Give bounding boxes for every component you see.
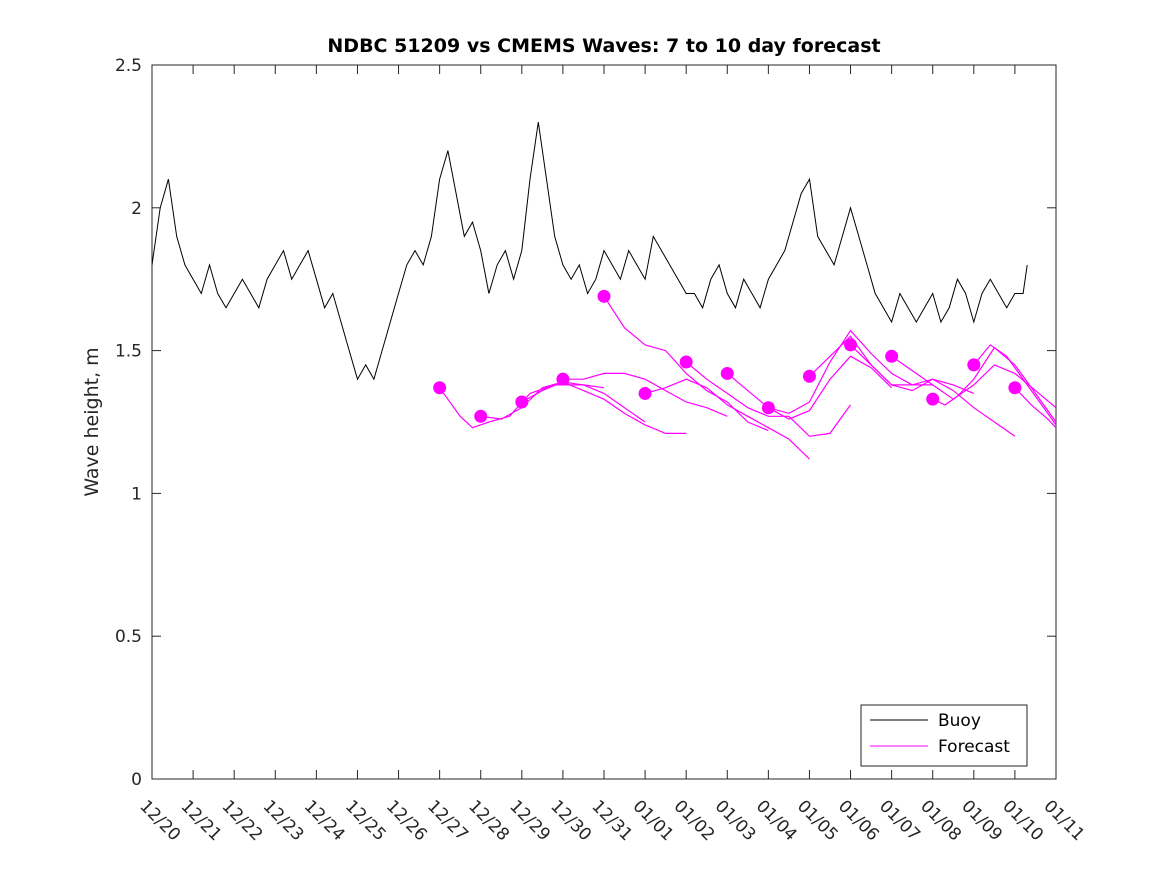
y-axis-label: Wave height, m [81,347,103,496]
buoy-series [151,122,1028,381]
forecast-marker [844,338,858,352]
forecast-line [603,295,769,432]
forecast-marker [474,409,488,423]
y-tick-label: 0 [131,770,142,790]
y-tick-label: 1.5 [115,342,142,362]
legend-forecast-label: Forecast [938,737,1010,757]
forecast-marker [1008,381,1022,395]
y-tick-label: 2 [131,199,142,219]
forecast-marker [515,395,529,409]
chart-title: NDBC 51209 vs CMEMS Waves: 7 to 10 day f… [327,35,880,57]
forecast-marker [720,366,734,380]
y-tick-label: 1 [131,484,142,504]
forecast-markers [433,289,1022,423]
forecast-line [1014,387,1057,429]
y-tick-label: 0.5 [115,627,142,647]
forecast-line [685,361,851,437]
forecast-line [850,344,1016,437]
buoy-line [151,122,1028,381]
forecast-marker [761,401,775,415]
forecast-marker [885,349,899,363]
forecast-marker [597,289,611,303]
y-axis-ticks: 0 0.5 1 1.5 2 2.5 [115,56,1056,790]
forecast-series [439,295,1057,460]
forecast-marker [926,392,940,406]
legend: Buoy Forecast [860,704,1028,767]
legend-buoy-label: Buoy [938,711,981,731]
legend-box [860,704,1028,767]
forecast-marker [433,381,447,395]
forecast-line [439,384,605,429]
forecast-line [521,381,687,434]
forecast-line [726,355,893,420]
forecast-line [973,344,1057,426]
forecast-line [644,378,810,460]
forecast-line [562,372,728,417]
forecast-marker [638,386,652,400]
y-tick-label: 2.5 [115,56,142,76]
forecast-line [932,346,1057,423]
forecast-marker [967,358,981,372]
forecast-marker [679,355,693,369]
forecast-marker [802,369,816,383]
axes-box [151,64,1057,780]
forecast-marker [556,372,570,386]
forecast-line [768,329,933,415]
